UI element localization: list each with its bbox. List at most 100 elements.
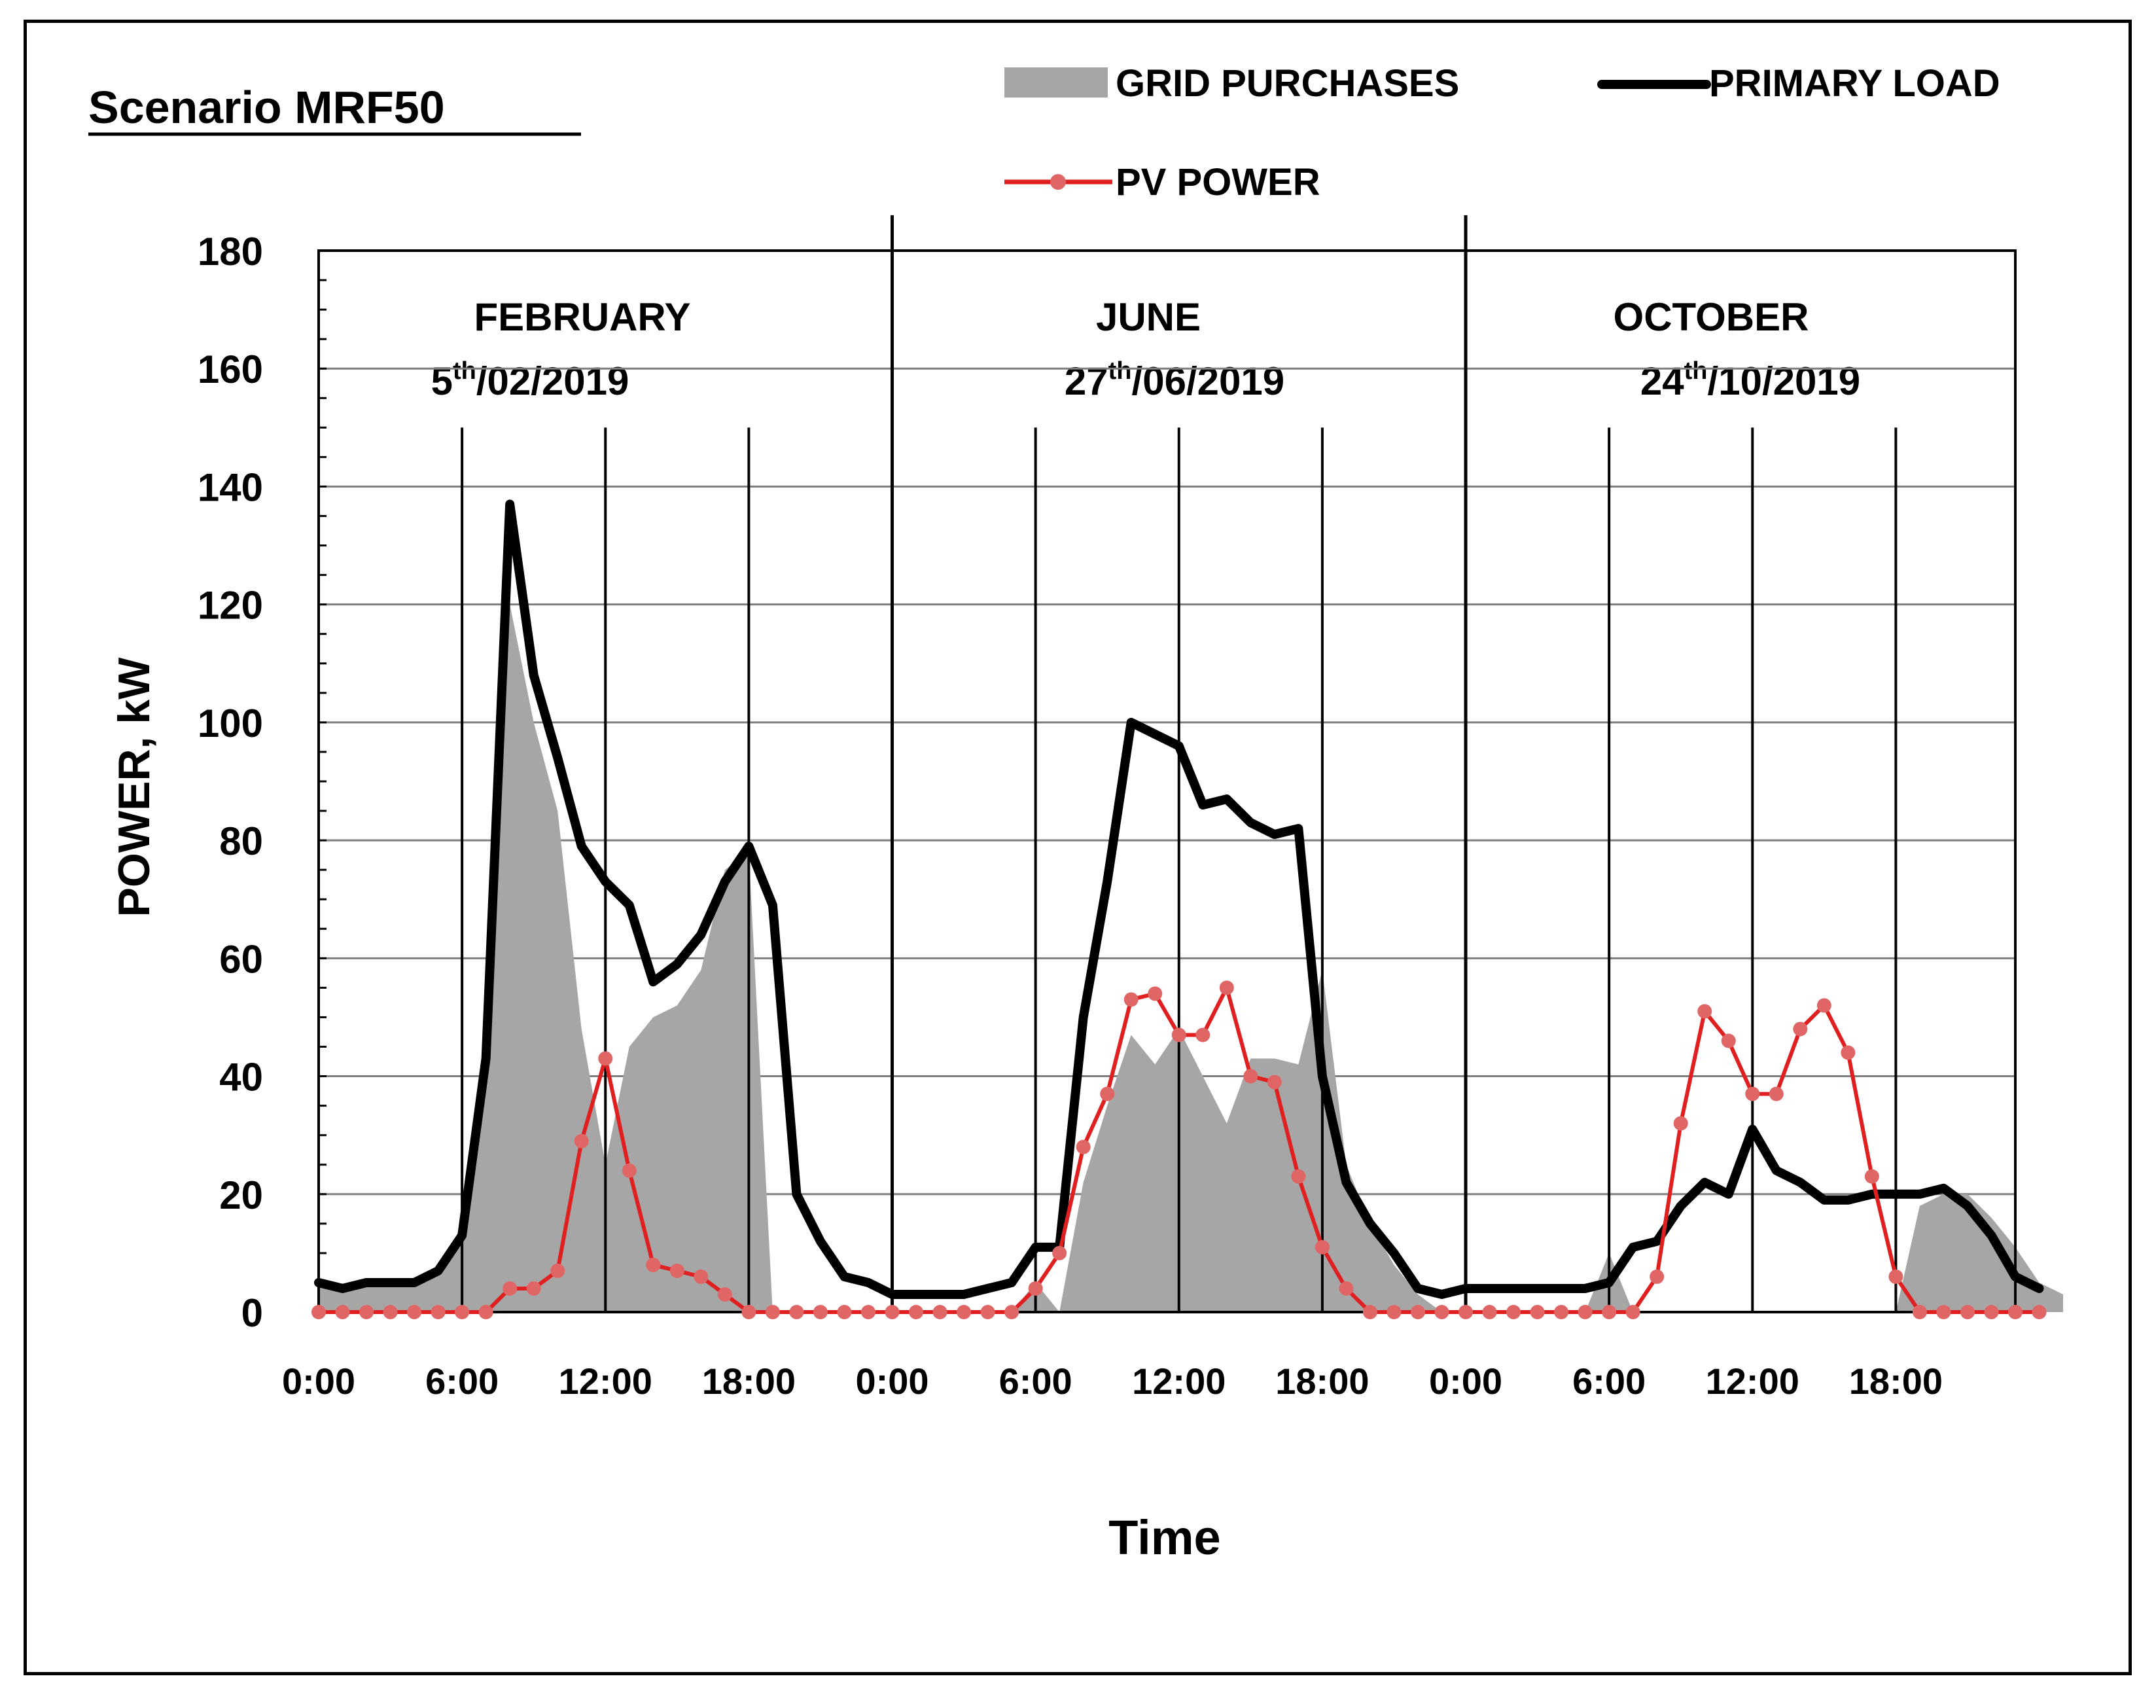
pv-power-marker [1721,1033,1736,1048]
pv-power-marker [1530,1305,1545,1319]
y-tick-label: 80 [219,819,263,863]
legend-pv-marker [1050,174,1066,190]
pv-power-marker [1745,1086,1760,1101]
pv-power-marker [1960,1305,1975,1319]
legend: GRID PURCHASES PRIMARY LOAD PV POWER [1004,62,2000,204]
y-axis-label: POWER, kW [109,657,159,917]
pv-power-marker [646,1257,661,1272]
pv-power-marker [1052,1245,1067,1260]
pv-power-marker [1123,992,1139,1007]
y-tick-label: 120 [198,584,263,628]
pv-power-marker [837,1305,852,1319]
pv-power-marker [909,1305,924,1319]
x-tick-label: 6:00 [999,1361,1072,1402]
y-tick-label: 140 [198,465,263,509]
pv-power-marker [2032,1305,2047,1319]
pv-power-marker [1195,1027,1211,1042]
pv-power-marker [1816,998,1831,1013]
pv-power-marker [1243,1069,1258,1084]
pv-power-marker [932,1305,947,1319]
pv-power-marker [1578,1305,1593,1319]
pv-power-marker [1004,1305,1019,1319]
x-axis-label: Time [1108,1510,1220,1565]
pv-power-marker [1458,1305,1474,1319]
y-tick-label: 60 [219,937,263,981]
legend-pv-label: PV POWER [1116,161,1320,204]
period-month-february: FEBRUARY [474,295,690,339]
period-day-suffix: th [453,357,476,385]
x-tick-label: 6:00 [1572,1361,1646,1402]
period-date-rest: /06/2019 [1132,359,1285,403]
pv-power-marker [1076,1139,1091,1154]
y-tick-label: 160 [198,347,263,391]
legend-grid-swatch [1004,67,1108,98]
pv-power-marker [383,1305,398,1319]
pv-power-marker [1291,1169,1306,1184]
pv-power-marker [359,1305,374,1319]
pv-power-marker [574,1133,589,1148]
plot-border [317,249,2017,1313]
legend-load-label: PRIMARY LOAD [1709,62,2000,105]
pv-power-marker [1434,1305,1449,1319]
period-day-suffix: th [1684,357,1708,385]
x-tick-label: 6:00 [425,1361,499,1402]
pv-power-marker [1148,986,1163,1001]
pv-power-marker [455,1305,470,1319]
x-tick-label: 18:00 [702,1361,796,1402]
pv-power-marker [1650,1269,1665,1284]
x-tick-label: 12:00 [1132,1361,1226,1402]
pv-power-marker [1888,1269,1903,1284]
pv-power-marker [1482,1305,1497,1319]
pv-power-marker [598,1051,613,1066]
pv-power-marker [1912,1305,1927,1319]
grid-purchases-area [319,604,2064,1312]
pv-power-marker [1936,1305,1951,1319]
pv-power-marker [1028,1281,1043,1296]
period-date-june: 27th/06/2019 [1065,357,1284,403]
period-month-june: JUNE [1096,295,1201,339]
primary-load-line [314,499,2044,1299]
y-tick-label: 180 [198,230,263,274]
pv-power-marker [980,1305,995,1319]
pv-power-marker [1267,1075,1282,1090]
x-tick-label: 18:00 [1275,1361,1369,1402]
period-day: 5 [431,359,453,403]
pv-power-marker [550,1263,565,1278]
chart-frame [24,20,2132,1675]
period-labels: FEBRUARY 5th/02/2019 JUNE 27th/06/2019 O… [431,295,1861,403]
period-date-february: 5th/02/2019 [431,357,629,403]
period-month-october: OCTOBER [1614,295,1809,339]
y-tick-label: 0 [241,1291,263,1335]
pv-power-marker [1315,1239,1330,1254]
pv-power-marker [957,1305,972,1319]
pv-power-marker [1625,1305,1640,1319]
pv-power-marker [1100,1086,1115,1101]
x-tick-label: 18:00 [1849,1361,1943,1402]
pv-power-marker [1793,1022,1808,1037]
pv-power-marker [431,1305,446,1319]
pv-power-marker [885,1305,900,1319]
pv-power-marker [1219,980,1234,995]
period-day-suffix: th [1108,357,1132,385]
pv-power-marker [311,1305,326,1319]
pv-power-marker [335,1305,350,1319]
legend-grid-label: GRID PURCHASES [1116,62,1459,105]
period-day: 24 [1640,359,1684,403]
pv-power-marker [1554,1305,1569,1319]
pv-power-marker [717,1287,732,1302]
pv-power-marker [669,1263,684,1278]
pv-power-marker [478,1305,493,1319]
pv-power-marker [813,1305,828,1319]
pv-power-marker [2008,1305,2023,1319]
pv-power-marker [694,1269,709,1284]
pv-power-marker [526,1281,541,1296]
pv-power-marker [1171,1027,1186,1042]
period-date-rest: /02/2019 [476,359,629,403]
pv-power-marker [1769,1086,1784,1101]
pv-power-marker [1362,1305,1377,1319]
x-tick-label: 12:00 [559,1361,652,1402]
chart-title: Scenario MRF50 [88,82,445,133]
pv-power-marker [407,1305,422,1319]
pv-power-marker [741,1305,756,1319]
